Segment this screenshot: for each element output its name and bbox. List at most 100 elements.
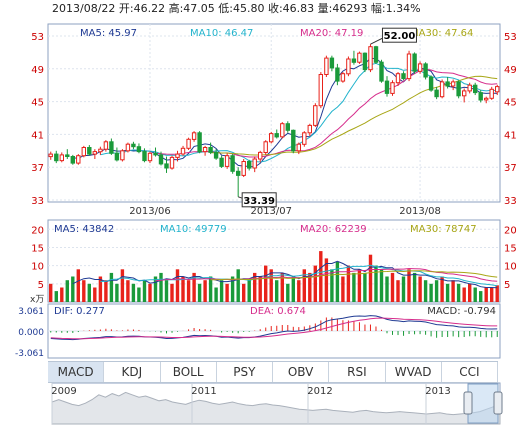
candle-body bbox=[54, 153, 59, 162]
candle-body bbox=[445, 81, 450, 87]
volume-bar bbox=[297, 280, 301, 302]
volume-bar bbox=[269, 269, 273, 302]
volume-bar bbox=[490, 287, 494, 302]
volume-bar bbox=[225, 283, 229, 302]
candle-body bbox=[92, 151, 97, 155]
candle-body bbox=[406, 53, 412, 80]
candle-body bbox=[70, 156, 75, 164]
macd-dea-line bbox=[50, 317, 498, 340]
macd-dea-label: DEA: 0.674 bbox=[250, 306, 306, 317]
volume-legend-ma30: MA30: 78747 bbox=[410, 224, 477, 235]
candle-body bbox=[269, 133, 274, 143]
candle-body bbox=[224, 155, 230, 167]
candle-body bbox=[169, 156, 175, 169]
volume-bar bbox=[313, 265, 317, 302]
price-y-tick-left: 53 bbox=[31, 32, 44, 43]
high-annotation-label: 52.00 bbox=[384, 31, 416, 42]
tab-obv[interactable]: OBV bbox=[273, 362, 330, 382]
volume-bar bbox=[302, 269, 306, 302]
volume-bar bbox=[286, 283, 290, 302]
volume-bar bbox=[253, 272, 257, 302]
candle-body bbox=[296, 143, 302, 152]
volume-bar bbox=[440, 276, 444, 302]
candle-body bbox=[379, 61, 384, 82]
volume-bar bbox=[412, 272, 417, 302]
price-y-tick-left: 37 bbox=[31, 163, 44, 174]
volume-bar bbox=[49, 283, 53, 302]
navigator-left-handle[interactable] bbox=[463, 391, 473, 415]
volume-y-tick-left: 10 bbox=[31, 262, 44, 273]
candle-body bbox=[346, 58, 351, 75]
date-x-tick: 2013/06 bbox=[129, 206, 171, 217]
candle-body bbox=[302, 132, 307, 145]
volume-y-tick-left: 20 bbox=[31, 225, 44, 236]
tab-wvad[interactable]: WVAD bbox=[385, 362, 442, 382]
candle-body bbox=[191, 132, 197, 140]
candle-body bbox=[180, 147, 186, 155]
navigator-right-handle[interactable] bbox=[493, 391, 503, 415]
price-y-tick-right: 53 bbox=[504, 32, 517, 43]
candle-body bbox=[495, 86, 500, 93]
volume-bar bbox=[368, 254, 373, 302]
volume-bar bbox=[330, 269, 334, 302]
price-y-tick-right: 41 bbox=[504, 130, 517, 141]
candle-body bbox=[484, 97, 489, 101]
candle-body bbox=[247, 161, 252, 169]
price-y-tick-left: 33 bbox=[31, 196, 44, 207]
volume-bar bbox=[170, 283, 174, 302]
navigator-year-label: 2011 bbox=[191, 386, 216, 397]
volume-bar bbox=[407, 269, 411, 302]
candle-body bbox=[335, 67, 340, 82]
candle-body bbox=[357, 52, 362, 63]
volume-bar bbox=[164, 280, 169, 302]
volume-bar bbox=[319, 251, 323, 302]
high-annotation-leader bbox=[370, 37, 383, 45]
low-annotation-label: 33.39 bbox=[243, 196, 275, 207]
candle-body bbox=[368, 46, 373, 71]
candle-body bbox=[384, 80, 390, 94]
volume-bar bbox=[82, 280, 86, 302]
price-y-tick-right: 45 bbox=[504, 98, 517, 109]
volume-ma30-line bbox=[210, 270, 498, 281]
tab-rsi[interactable]: RSI bbox=[329, 362, 386, 382]
volume-bar bbox=[219, 280, 224, 302]
price-y-tick-right: 49 bbox=[504, 65, 517, 76]
volume-bar bbox=[379, 269, 384, 302]
price-legend-ma5: MA5: 45.97 bbox=[80, 28, 137, 39]
macd-y-tick-top: 3.061 bbox=[18, 307, 44, 317]
candle-body bbox=[81, 147, 86, 157]
volume-y-tick-right: 5 bbox=[504, 280, 510, 291]
tab-kdj[interactable]: KDJ bbox=[104, 362, 161, 382]
candle-body bbox=[114, 152, 120, 161]
quote-header: 2013/08/22 开:46.22 高:47.05 低:45.80 收:46.… bbox=[52, 1, 421, 15]
volume-bar bbox=[479, 291, 483, 302]
candle-body bbox=[307, 124, 313, 134]
volume-bar bbox=[401, 276, 406, 302]
candle-body bbox=[434, 89, 439, 98]
tab-boll[interactable]: BOLL bbox=[160, 362, 217, 382]
candle-body bbox=[103, 141, 109, 150]
tab-cci[interactable]: CCI bbox=[441, 362, 498, 382]
price-y-tick-right: 33 bbox=[504, 196, 517, 207]
candle-body bbox=[252, 158, 257, 169]
candle-body bbox=[291, 129, 296, 152]
volume-bar bbox=[159, 272, 163, 302]
tab-macd[interactable]: MACD bbox=[48, 362, 105, 382]
volume-unit-label: x万 bbox=[30, 295, 44, 305]
tab-psy[interactable]: PSY bbox=[216, 362, 273, 382]
volume-ma20-line bbox=[155, 267, 498, 282]
navigator-history-area bbox=[51, 391, 501, 425]
candle-body bbox=[340, 73, 346, 82]
volume-bar bbox=[54, 291, 58, 302]
candle-body bbox=[462, 90, 467, 97]
volume-bar bbox=[98, 276, 103, 302]
volume-bar bbox=[308, 272, 312, 302]
candle-body bbox=[98, 148, 103, 153]
candle-body bbox=[351, 58, 357, 63]
candle-body bbox=[208, 147, 213, 153]
volume-bar bbox=[214, 287, 218, 302]
candle-body bbox=[473, 84, 478, 94]
candle-body bbox=[428, 76, 434, 91]
